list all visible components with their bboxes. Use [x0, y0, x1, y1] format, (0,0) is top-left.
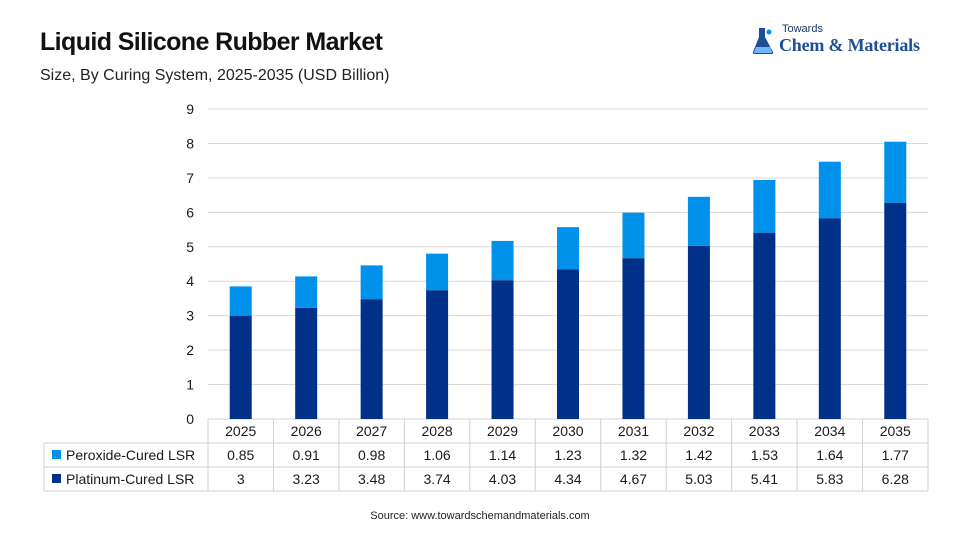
table-value-cell: 5.83 [816, 471, 843, 487]
bar-platinum-cured-lsr [360, 299, 383, 419]
table-value-cell: 5.03 [685, 471, 712, 487]
table-value-cell: 1.14 [489, 447, 516, 463]
table-value-cell: 1.42 [685, 447, 712, 463]
bar-peroxide-cured-lsr [557, 227, 579, 270]
x-tick-label: 2035 [880, 423, 911, 439]
x-tick-label: 2031 [618, 423, 649, 439]
bar-peroxide-cured-lsr [818, 161, 841, 219]
y-tick-label: 9 [186, 101, 194, 117]
bar-platinum-cured-lsr [622, 258, 645, 419]
table-value-cell: 0.91 [293, 447, 320, 463]
x-tick-label: 2029 [487, 423, 518, 439]
x-tick-label: 2033 [749, 423, 780, 439]
table-value-cell: 0.85 [227, 447, 254, 463]
table-value-cell: 4.34 [554, 471, 581, 487]
bar-platinum-cured-lsr [491, 280, 514, 419]
bar-peroxide-cured-lsr [229, 286, 252, 316]
bar-platinum-cured-lsr [295, 307, 318, 419]
bar-peroxide-cured-lsr [426, 253, 449, 291]
y-tick-label: 8 [186, 135, 194, 151]
y-tick-label: 0 [186, 411, 194, 427]
x-tick-label: 2032 [683, 423, 714, 439]
chart-title: Liquid Silicone Rubber Market [40, 28, 383, 56]
bar-peroxide-cured-lsr [687, 196, 710, 246]
x-tick-label: 2027 [356, 423, 387, 439]
table-value-cell: 1.77 [882, 447, 909, 463]
table-value-cell: 3.74 [423, 471, 450, 487]
legend-label: Peroxide-Cured LSR [66, 447, 195, 463]
bar-platinum-cured-lsr [687, 245, 710, 419]
table-value-cell: 3 [237, 471, 245, 487]
bar-peroxide-cured-lsr [884, 141, 907, 203]
x-tick-label: 2030 [552, 423, 583, 439]
y-tick-label: 6 [186, 204, 194, 220]
x-tick-label: 2034 [814, 423, 845, 439]
table-value-cell: 6.28 [882, 471, 909, 487]
bar-platinum-cured-lsr [753, 232, 776, 419]
bar-platinum-cured-lsr [884, 202, 907, 419]
bar-platinum-cured-lsr [557, 269, 579, 419]
y-tick-label: 5 [186, 239, 194, 255]
bar-peroxide-cured-lsr [491, 240, 514, 281]
table-value-cell: 0.98 [358, 447, 385, 463]
bar-peroxide-cured-lsr [753, 179, 776, 233]
bar-platinum-cured-lsr [818, 218, 841, 419]
x-tick-label: 2025 [225, 423, 256, 439]
y-tick-label: 1 [186, 377, 194, 393]
brand-logo: Towards Chem & Materials [750, 20, 940, 64]
y-tick-label: 2 [186, 342, 194, 358]
bar-peroxide-cured-lsr [360, 265, 383, 300]
bar-platinum-cured-lsr [426, 290, 449, 419]
y-tick-label: 3 [186, 308, 194, 324]
bar-peroxide-cured-lsr [622, 212, 645, 259]
bar-platinum-cured-lsr [229, 315, 252, 419]
legend-swatch [52, 450, 61, 459]
table-value-cell: 1.23 [554, 447, 581, 463]
y-tick-label: 4 [186, 273, 194, 289]
table-value-cell: 4.03 [489, 471, 516, 487]
table-value-cell: 1.53 [751, 447, 778, 463]
table-value-cell: 1.06 [423, 447, 450, 463]
bar-peroxide-cured-lsr [295, 276, 318, 308]
legend-label: Platinum-Cured LSR [66, 471, 194, 487]
chart-subtitle: Size, By Curing System, 2025-2035 (USD B… [40, 67, 390, 84]
y-tick-label: 7 [186, 170, 194, 186]
table-value-cell: 5.41 [751, 471, 778, 487]
logo-small-text: Towards [782, 23, 823, 35]
table-value-cell: 4.67 [620, 471, 647, 487]
table-value-cell: 3.23 [293, 471, 320, 487]
source-note: Source: www.towardschemandmaterials.com [370, 510, 590, 522]
legend-swatch [52, 474, 61, 483]
logo-main-text: Chem & Materials [779, 35, 920, 55]
flask-icon [752, 28, 774, 54]
x-tick-label: 2026 [291, 423, 322, 439]
table-value-cell: 3.48 [358, 471, 385, 487]
table-value-cell: 1.32 [620, 447, 647, 463]
table-value-cell: 1.64 [816, 447, 843, 463]
x-tick-label: 2028 [422, 423, 453, 439]
